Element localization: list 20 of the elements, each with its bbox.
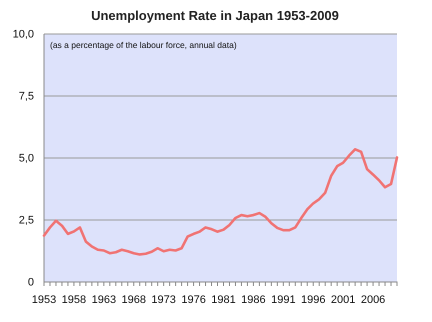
- x-tick-label: 1953: [32, 294, 56, 306]
- x-tick-label: 2006: [360, 294, 386, 306]
- x-tick-label: 1991: [271, 294, 296, 306]
- x-tick-label: 1981: [211, 294, 236, 306]
- annotation: (as a percentage of the labour force, annual data): [50, 40, 237, 50]
- x-tick-label: 1976: [181, 294, 206, 306]
- x-tick-label: 1973: [151, 294, 176, 306]
- y-tick-label: 7,5: [18, 90, 34, 103]
- y-tick-label: 0: [28, 276, 34, 289]
- x-tick-label: 1963: [92, 294, 116, 306]
- y-tick-label: 10,0: [12, 28, 34, 41]
- x-tick-label: 1986: [241, 294, 266, 306]
- x-tick-label: 2001: [330, 294, 356, 306]
- x-tick-label: 1996: [300, 294, 326, 306]
- line-series: [42, 148, 398, 256]
- chart-title: Unemployment Rate in Japan 1953-2009: [91, 8, 339, 23]
- y-tick-label: 5,0: [18, 152, 34, 165]
- y-tick-label: 2,5: [18, 214, 34, 227]
- x-tick-label: 1968: [122, 294, 146, 306]
- x-tick-label: 1958: [62, 294, 86, 306]
